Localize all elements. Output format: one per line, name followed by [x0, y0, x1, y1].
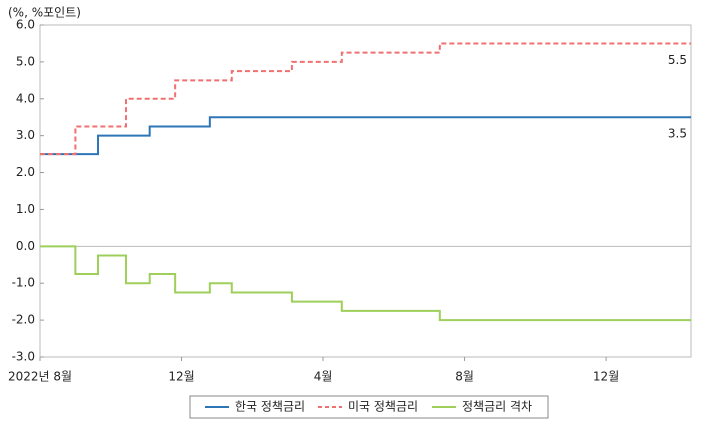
- legend-label: 미국 정책금리: [348, 399, 418, 414]
- y-tick-label: 4.0: [16, 91, 35, 105]
- plot-frame: [39, 24, 692, 358]
- end-label: 5.5: [668, 53, 687, 67]
- y-tick-label: 3.0: [16, 128, 35, 142]
- legend-label: 정책금리 격차: [462, 399, 532, 414]
- y-tick-label: -2.0: [12, 313, 35, 327]
- y-tick-label: -1.0: [12, 276, 35, 290]
- y-tick-label: 0.0: [16, 239, 35, 253]
- x-tick-label: 8월: [455, 370, 474, 384]
- series-line: [40, 116, 691, 156]
- legend-box: [189, 395, 549, 419]
- y-tick-label: 5.0: [16, 54, 35, 68]
- y-tick-label: 6.0: [16, 18, 35, 32]
- x-tick-label: 2022년 8월: [8, 370, 72, 384]
- y-axis-label: (%, %포인트): [8, 6, 81, 20]
- y-tick-label: -3.0: [12, 350, 35, 364]
- x-tick-label: 12월: [593, 370, 619, 384]
- x-tick-label: 4월: [314, 370, 333, 384]
- end-label: 3.5: [668, 127, 687, 141]
- y-tick-label: 2.0: [16, 165, 35, 179]
- x-tick-label: 12월: [168, 370, 194, 384]
- legend-label: 한국 정책금리: [235, 399, 305, 414]
- series-line: [40, 42, 691, 156]
- series-line: [40, 245, 691, 322]
- y-tick-label: 1.0: [16, 202, 35, 216]
